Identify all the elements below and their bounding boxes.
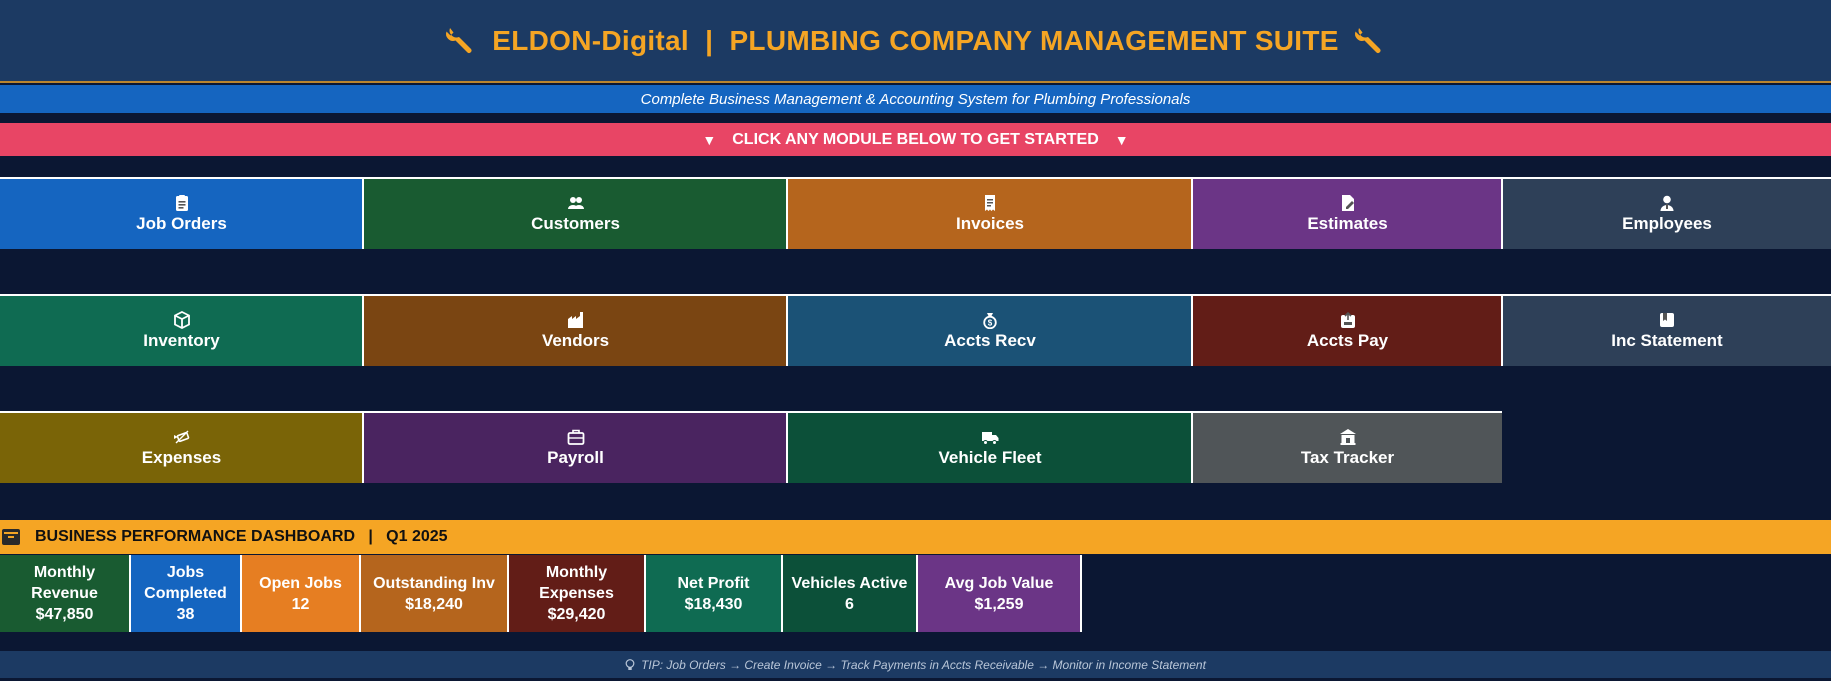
module-label: Accts Recv [944,331,1036,350]
module-tax-tracker-button[interactable]: Tax Tracker [1193,411,1502,483]
get-started-label: CLICK ANY MODULE BELOW TO GET STARTED [732,130,1099,148]
kpi-tile: Open Jobs 12 [242,555,361,632]
module-label: Inventory [143,331,220,350]
get-started-banner: ▼ CLICK ANY MODULE BELOW TO GET STARTED … [0,123,1831,156]
lightbulb-icon [625,658,635,670]
triangle-down-icon: ▼ [1114,131,1129,148]
module-divider [1501,177,1503,249]
kpi-tile: Net Profit $18,430 [646,555,783,632]
module-divider [1191,177,1193,249]
kpi-value: $1,259 [974,595,1024,613]
kpi-value: $18,240 [405,595,463,613]
clipboard-icon [175,195,188,211]
module-label: Payroll [547,448,604,467]
archive-icon [2,529,20,545]
module-divider [362,294,364,366]
dashboard-title: BUSINESS PERFORMANCE DASHBOARD | Q1 2025 [35,528,448,545]
tip-bar: TIP: Job Orders → Create Invoice → Track… [0,651,1831,678]
module-divider [1501,294,1503,366]
app-header: ELDON-Digital | PLUMBING COMPANY MANAGEM… [0,0,1831,83]
kpi-label: Revenue [31,585,98,602]
kpi-value: 38 [176,606,195,623]
kpi-label: Monthly [545,564,608,581]
module-label: Job Orders [136,214,227,233]
module-label: Customers [531,214,620,233]
module-expenses-button[interactable]: Expenses [0,411,363,483]
module-estimates-button[interactable]: Estimates [1193,177,1502,249]
module-label: Vendors [541,331,610,350]
kpi-label: Open Jobs [259,574,342,592]
module-inc-statement-button[interactable]: Inc Statement [1503,294,1831,366]
kpi-label: Monthly [33,564,96,581]
module-label: Tax Tracker [1300,448,1395,467]
bank-icon [1339,429,1356,445]
dashboard-header: BUSINESS PERFORMANCE DASHBOARD | Q1 2025 [0,520,1831,554]
module-customers-button[interactable]: Customers [364,177,787,249]
module-divider [362,411,364,483]
module-label: Inc Statement [1611,331,1723,350]
module-vehicle-fleet-button[interactable]: Vehicle Fleet [788,411,1192,483]
outbox-icon [1340,311,1355,328]
kpi-label: Outstanding Inv [373,574,495,592]
kpi-label: Avg Job Value [944,574,1054,592]
module-invoices-button[interactable]: Invoices [788,177,1192,249]
briefcase-icon [567,429,584,445]
kpi-tile: Jobs Completed 38 [131,555,242,632]
module-label: Accts Pay [1306,331,1389,350]
module-accts-recv-button[interactable]: $ Accts Recv [788,294,1192,366]
truck-icon [982,432,999,445]
module-divider [786,411,788,483]
svg-text:$: $ [988,319,993,328]
person-icon [1660,195,1674,211]
money-wings-icon [173,430,189,444]
wrench-icon [1354,27,1381,53]
receipt-icon [985,195,995,211]
box-icon [173,311,190,329]
kpi-value: 6 [845,595,854,613]
module-divider [362,177,364,249]
tip-text: TIP: Job Orders → Create Invoice → Track… [641,657,1206,672]
edit-document-icon [1341,195,1354,211]
kpi-label: Completed [144,585,227,602]
kpi-tile: Avg Job Value $1,259 [918,555,1082,632]
app-title: ELDON-Digital | PLUMBING COMPANY MANAGEM… [492,24,1339,56]
module-vendors-button[interactable]: Vendors [364,294,787,366]
money-bag-icon: $ [983,313,997,329]
module-label: Vehicle Fleet [938,448,1042,467]
module-label: Invoices [955,214,1025,233]
module-employees-button[interactable]: Employees [1503,177,1831,249]
people-icon [567,197,584,209]
kpi-value: $18,430 [684,595,743,613]
module-divider [1191,411,1193,483]
module-label: Employees [1622,214,1712,233]
ledger-icon [1660,313,1674,327]
kpi-label: Vehicles Active [791,574,908,592]
triangle-down-icon: ▼ [702,131,717,148]
module-divider [1191,294,1193,366]
kpi-value: 12 [291,595,310,613]
module-divider [786,177,788,249]
kpi-tile: Monthly Revenue $47,850 [0,555,131,632]
wrench-icon [446,27,472,53]
module-payroll-button[interactable]: Payroll [364,411,787,483]
kpi-label: Net Profit [677,574,750,592]
module-label: Estimates [1307,214,1388,233]
module-divider [786,294,788,366]
module-job-orders-button[interactable]: Job Orders [0,177,363,249]
kpi-value: $29,420 [547,606,606,623]
module-accts-pay-button[interactable]: Accts Pay [1193,294,1502,366]
app-subtitle: Complete Business Management & Accountin… [0,85,1831,113]
kpi-tile: Vehicles Active 6 [783,555,918,632]
module-inventory-button[interactable]: Inventory [0,294,363,366]
module-label: Expenses [141,448,222,467]
factory-icon [567,312,583,328]
kpi-label: Expenses [539,585,614,602]
kpi-label: Jobs [166,564,205,581]
kpi-tile: Monthly Expenses $29,420 [509,555,646,632]
kpi-value: $47,850 [35,606,94,623]
kpi-tile: Outstanding Inv $18,240 [361,555,509,632]
